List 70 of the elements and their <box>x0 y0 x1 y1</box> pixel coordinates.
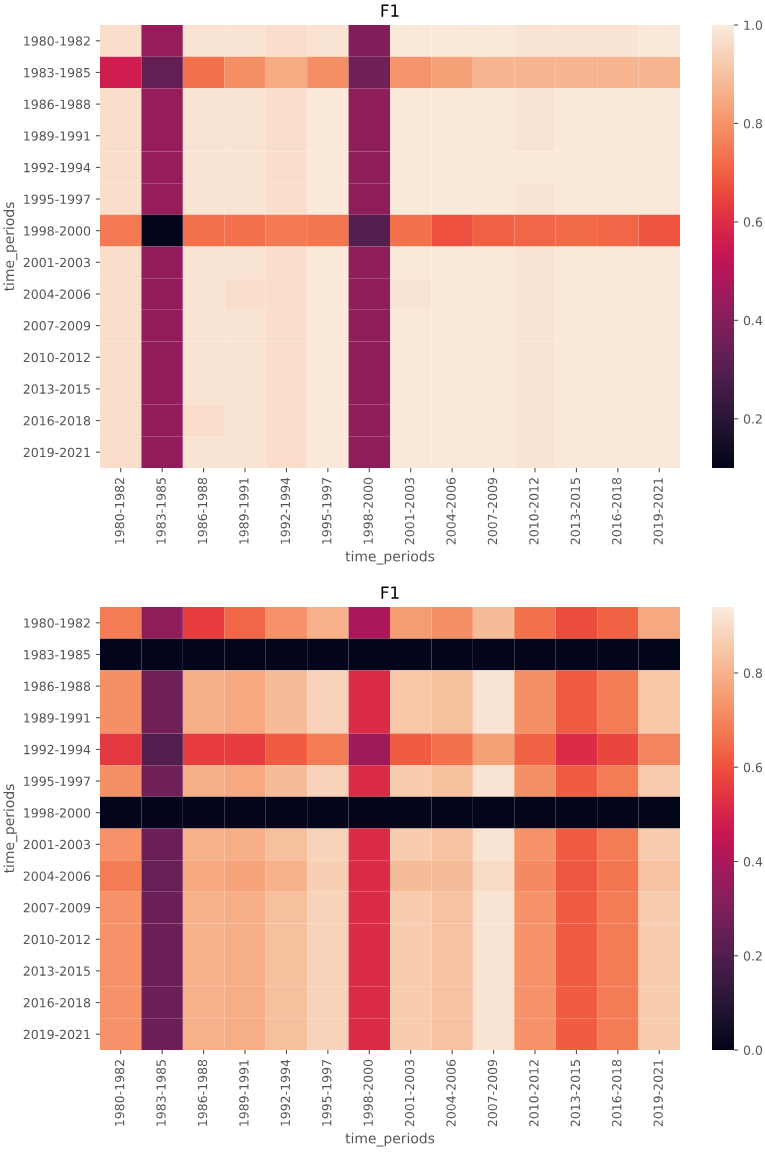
color-bar-label: 0.8 <box>743 118 763 129</box>
x-tick-label: 2013-2015 <box>570 1060 581 1127</box>
color-bar-label: 0.6 <box>743 762 763 773</box>
x-tick-label: 1998-2000 <box>363 1059 373 1126</box>
x-tick-label: 2019-2021 <box>653 1060 663 1127</box>
color-bar-label: 0.6 <box>743 217 763 227</box>
x-tick-label: 1986-1988 <box>197 1059 208 1126</box>
y-tick-label: 1980-1982 <box>24 36 90 46</box>
y-tick-label: 1995-1997 <box>24 776 90 786</box>
y-tick-label: 2010-2012 <box>23 934 90 945</box>
chart-title: F1 <box>381 586 399 599</box>
color-bar-label: 0.0 <box>743 1045 763 1055</box>
x-tick-label: 2004-2006 <box>446 1059 456 1127</box>
x-tick-label: 1989-1991 <box>239 478 249 544</box>
y-tick-label: 2019-2021 <box>23 1029 90 1040</box>
y-tick-label: 2007-2009 <box>23 903 91 913</box>
y-axis-title: time_periods <box>3 784 18 874</box>
y-tick-label: 2019-2021 <box>23 447 90 458</box>
y-tick-label: 2007-2009 <box>23 321 91 331</box>
y-tick-label: 1992-1994 <box>24 162 91 173</box>
x-tick-label: 1995-1997 <box>322 478 332 544</box>
x-tick-label: 2016-2018 <box>612 477 622 545</box>
y-tick-label: 2004-2006 <box>23 871 91 881</box>
y-tick-label: 1992-1994 <box>24 744 91 755</box>
y-tick-label: 2016-2018 <box>23 998 91 1008</box>
x-tick-label: 1992-1994 <box>280 1059 291 1126</box>
y-tick-label: 2001-2003 <box>23 839 90 850</box>
x-tick-label: 2019-2021 <box>653 478 663 545</box>
x-tick-label: 2001-2003 <box>404 1060 415 1127</box>
y-tick-label: 2001-2003 <box>23 257 90 268</box>
x-tick-label: 1992-1994 <box>280 477 291 544</box>
y-axis-title: time_periods <box>3 202 18 292</box>
color-bar-label: 0.4 <box>743 315 763 326</box>
color-bar-label: 0.2 <box>743 414 762 424</box>
y-tick-label: 1998-2000 <box>24 226 91 236</box>
y-tick-label: 2013-2015 <box>23 966 90 976</box>
chart-title: F1 <box>381 4 399 17</box>
y-tick-label: 1995-1997 <box>24 194 90 204</box>
x-tick-label: 2010-2012 <box>529 478 539 545</box>
y-tick-label: 2004-2006 <box>23 289 91 299</box>
y-tick-label: 2013-2015 <box>23 384 90 394</box>
color-bar-label: 0.8 <box>743 668 763 678</box>
x-tick-label: 1989-1991 <box>239 1060 249 1126</box>
color-bar-label: 0.4 <box>743 856 763 867</box>
y-tick-label: 2016-2018 <box>23 416 91 426</box>
x-tick-label: 1983-1985 <box>156 478 166 544</box>
y-tick-label: 2010-2012 <box>23 352 90 363</box>
x-tick-label: 1995-1997 <box>322 1060 332 1126</box>
x-axis-title: time_periods <box>345 550 435 565</box>
color-bar-label: 0.2 <box>743 951 762 961</box>
color-bar-label: 1.0 <box>744 20 763 30</box>
y-tick-label: 1980-1982 <box>24 618 90 628</box>
y-tick-label: 1986-1988 <box>24 99 91 110</box>
x-tick-label: 2007-2009 <box>487 477 498 545</box>
x-tick-label: 1998-2000 <box>363 477 373 544</box>
x-tick-label: 2016-2018 <box>612 1059 622 1127</box>
x-tick-label: 2001-2003 <box>404 478 415 545</box>
x-axis-title: time_periods <box>345 1132 435 1147</box>
y-tick-label: 1989-1991 <box>24 131 90 141</box>
x-tick-label: 2004-2006 <box>446 477 456 545</box>
x-tick-label: 2013-2015 <box>570 478 581 545</box>
y-tick-label: 1983-1985 <box>24 649 90 660</box>
x-tick-label: 1986-1988 <box>197 477 208 544</box>
y-tick-label: 1986-1988 <box>24 681 91 692</box>
x-tick-label: 2010-2012 <box>529 1060 539 1127</box>
x-tick-label: 2007-2009 <box>487 1059 498 1127</box>
x-tick-label: 1983-1985 <box>156 1060 166 1126</box>
y-tick-label: 1998-2000 <box>24 808 91 818</box>
y-tick-label: 1989-1991 <box>24 713 90 723</box>
y-tick-label: 1983-1985 <box>24 67 90 78</box>
